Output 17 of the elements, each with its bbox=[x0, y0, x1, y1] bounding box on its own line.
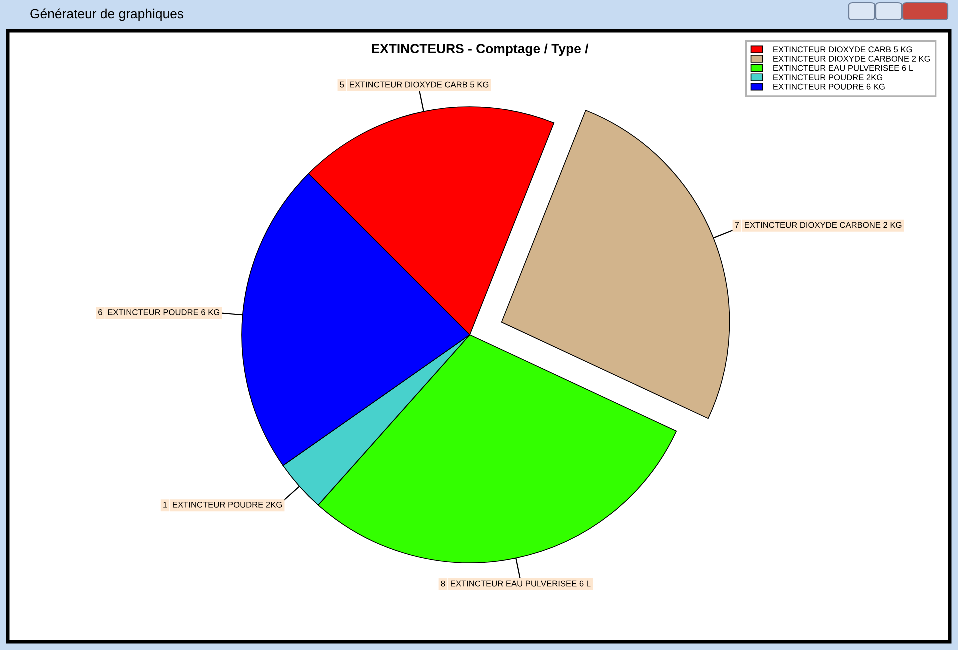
slice-label: EXTINCTEUR EAU PULVERISEE 6 L bbox=[451, 580, 591, 587]
slice-label: EXTINCTEUR DIOXYDE CARB 5 KG bbox=[350, 82, 489, 88]
legend-label: EXTINCTEUR POUDRE 6 KG bbox=[774, 84, 885, 90]
legend-label: EXTINCTEUR DIOXYDE CARB 5 KG bbox=[774, 46, 912, 53]
slice-label: EXTINCTEUR POUDRE 2KG bbox=[173, 502, 282, 508]
text: Générateur de graphiques bbox=[30, 8, 184, 22]
data-label: 6 bbox=[98, 309, 102, 316]
slice-label: EXTINCTEUR DIOXYDE CARBONE 2 KG bbox=[745, 222, 902, 228]
data-label: 1 bbox=[164, 502, 168, 508]
legend-label: EXTINCTEUR DIOXYDE CARBONE 2 KG bbox=[774, 56, 930, 62]
slice-label: EXTINCTEUR POUDRE 6 KG bbox=[108, 309, 220, 316]
data-label: 8 bbox=[441, 580, 446, 587]
legend-label: EXTINCTEUR EAU PULVERISEE 6 L bbox=[774, 65, 914, 72]
legend-label: EXTINCTEUR POUDRE 2KG bbox=[774, 74, 883, 81]
data-label: 5 bbox=[340, 82, 344, 88]
data-label: 7 bbox=[735, 222, 740, 228]
chart-title: EXTINCTEURS - Comptage / Type / bbox=[372, 44, 589, 56]
